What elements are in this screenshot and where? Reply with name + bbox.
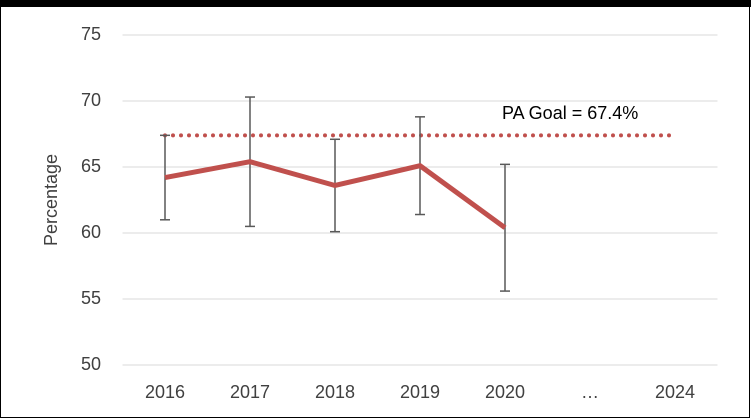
x-tick-label: 2020 bbox=[485, 382, 525, 402]
x-tick-label: … bbox=[581, 382, 599, 402]
y-tick-label: 65 bbox=[81, 156, 101, 176]
y-tick-label: 60 bbox=[81, 222, 101, 242]
x-tick-label: 2019 bbox=[400, 382, 440, 402]
x-tick-label: 2016 bbox=[145, 382, 185, 402]
x-tick-label: 2018 bbox=[315, 382, 355, 402]
y-axis-label: Percentage bbox=[41, 154, 61, 246]
y-tick-label: 70 bbox=[81, 90, 101, 110]
x-tick-label: 2024 bbox=[655, 382, 695, 402]
y-tick-label: 75 bbox=[81, 24, 101, 44]
y-tick-label: 50 bbox=[81, 354, 101, 374]
x-tick-label: 2017 bbox=[230, 382, 270, 402]
y-tick-label: 55 bbox=[81, 288, 101, 308]
top-strip bbox=[0, 0, 751, 7]
goal-label: PA Goal = 67.4% bbox=[502, 103, 638, 123]
data-line bbox=[164, 159, 507, 230]
